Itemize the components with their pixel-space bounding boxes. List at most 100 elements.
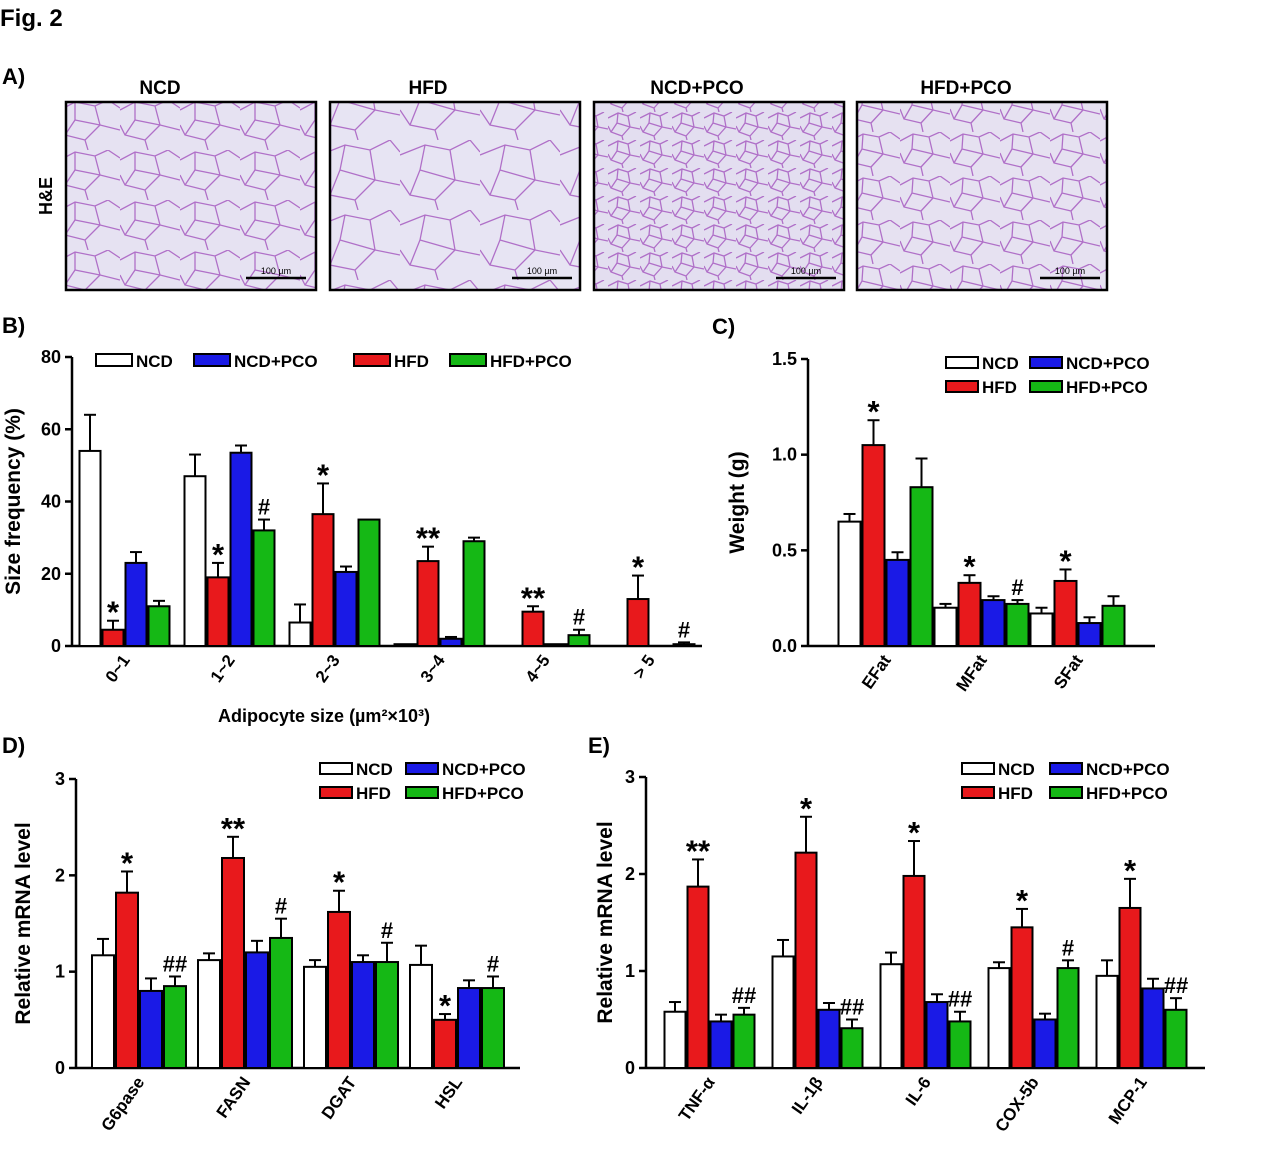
y-tick-label: 1 [625,961,635,981]
significance-mark: ** [521,580,546,615]
panel-label: B) [2,313,25,338]
significance-mark: ## [163,951,187,976]
legend-swatch [405,762,439,775]
x-tick-label: MFat [952,651,991,695]
bar [375,961,399,1069]
legend-label: HFD+PCO [1066,378,1148,397]
bar [481,987,505,1069]
legend-swatch [193,353,231,367]
bar [206,576,230,647]
x-tick-label: COX-5b [991,1073,1042,1135]
significance-mark: # [678,617,690,642]
y-tick-label: 3 [625,767,635,787]
bar [981,599,1006,648]
y-axis-label: Size frequency (%) [2,408,25,595]
bar [1101,604,1126,648]
bar [885,558,910,648]
x-tick-label: 4~5 [522,651,554,686]
significance-mark: ## [840,995,864,1020]
y-tick-label: 2 [55,865,65,885]
bar [183,475,207,647]
x-tick-label: > 5 [629,651,658,682]
bar [457,987,481,1069]
panel-a: A) H&E NCD 100 µm HFD 100 µm NCD+PCO 100… [2,64,1109,292]
bar [626,598,650,647]
panel-label: E) [588,733,610,758]
y-axis-label: Relative mRNA level [594,821,617,1023]
bar [101,628,125,648]
bar [1077,622,1102,647]
bar [672,643,696,647]
bar [147,605,171,648]
bar [1118,906,1142,1070]
x-tick-label: 3~4 [417,651,449,686]
image-title-ncd-pco: NCD+PCO [650,78,743,99]
bar [987,967,1011,1070]
bar [245,951,269,1070]
y-tick-label: 0 [625,1058,635,1078]
x-tick-label: HSL [431,1073,466,1112]
chart-panel: C) 0.0 0.5 1.0 1.5 Weight (g) * EFat * # MFat * SFat… [712,314,1155,695]
x-tick-label: TNF-α [675,1073,719,1125]
y-tick-label: 3 [55,769,65,789]
bar [229,451,253,648]
significance-mark: # [275,894,287,919]
bar [861,444,886,647]
significance-mark: ## [732,983,756,1008]
y-tick-label: 20 [41,564,61,584]
bar [902,874,926,1069]
bar [439,637,463,648]
bar [91,954,115,1069]
legend-swatch [353,353,391,367]
bar [139,989,163,1070]
bar [879,963,903,1070]
image-title-ncd: NCD [139,78,180,99]
panel-label: D) [2,733,25,758]
significance-mark: * [800,791,813,826]
bar [303,965,327,1069]
legend-label: HFD+PCO [1086,784,1168,803]
bar [925,1001,949,1069]
bar [840,1027,864,1069]
significance-mark: * [867,394,880,429]
scale-label: 100 µm [261,266,291,276]
x-tick-label: EFat [858,651,895,692]
legend-label: NCD [982,354,1019,373]
image-title-hfd: HFD [408,78,447,99]
bar [115,891,139,1069]
significance-mark: # [381,918,393,943]
legend: NCD NCD+PCO HFD HFD+PCO [95,352,572,371]
significance-mark: ## [948,987,972,1012]
bar [1033,1018,1057,1069]
x-tick-label: 0~1 [102,651,134,686]
bar [357,518,381,647]
scale-label: 100 µm [1055,266,1085,276]
bar [351,961,375,1069]
legend-label: NCD+PCO [1086,760,1170,779]
legend-label: NCD+PCO [234,352,318,371]
significance-mark: ## [1164,973,1188,998]
legend-label: HFD+PCO [490,352,572,371]
bar [1164,1008,1188,1069]
legend-label: HFD [394,352,429,371]
bar [327,910,351,1069]
y-tick-label: 1 [55,962,65,982]
bar [521,610,545,648]
y-axis-label: Weight (g) [726,451,749,553]
significance-mark: * [317,457,330,492]
micrograph-ncd [64,100,318,292]
bar [197,959,221,1070]
y-tick-label: 80 [41,347,61,367]
bar [948,1020,972,1070]
significance-mark: * [212,537,225,572]
bar [817,1008,841,1069]
legend-swatch [961,786,995,799]
bar [686,885,710,1069]
legend-swatch [1049,762,1083,775]
chart-panel: B) 0 20 40 60 80 Size frequency (%) * 0~1 * #1~2 * 2… [2,313,702,726]
x-tick-label: DGAT [318,1073,361,1123]
significance-mark: * [1016,883,1029,918]
bar [1056,967,1080,1070]
bar [124,561,148,647]
bar [837,520,862,648]
